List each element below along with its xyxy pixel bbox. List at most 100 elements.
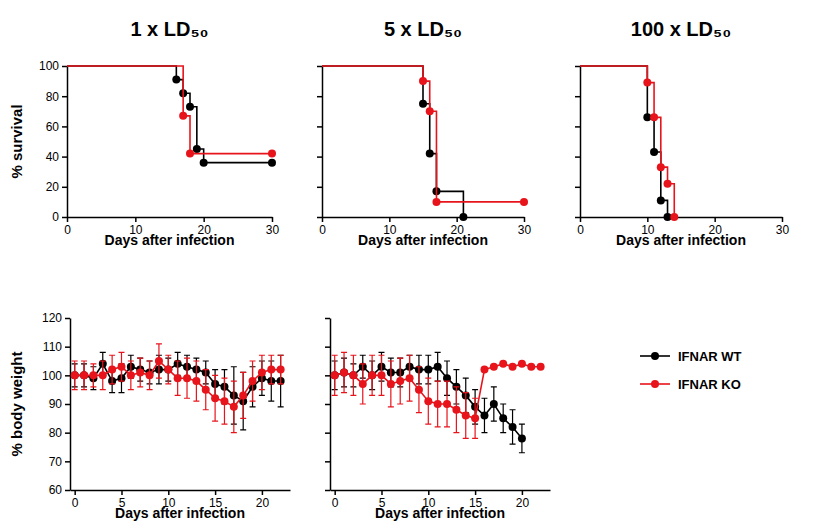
- marker: [490, 400, 498, 408]
- marker: [108, 366, 116, 374]
- tick: 90: [49, 397, 70, 411]
- error-bar: [378, 355, 384, 395]
- marker: [331, 371, 339, 379]
- tick-mark: [381, 490, 383, 495]
- marker: [462, 411, 470, 419]
- series-line: [75, 361, 281, 407]
- tick: 0: [64, 217, 71, 237]
- tick-label: 0: [577, 223, 584, 237]
- tick-label: 20: [516, 496, 530, 510]
- tick-label: 60: [49, 483, 63, 497]
- marker: [117, 363, 125, 371]
- marker: [127, 371, 135, 379]
- marker: [537, 363, 545, 371]
- legend-item: IFNAR WT: [640, 349, 742, 364]
- marker: [396, 377, 404, 385]
- tick: 110: [43, 340, 70, 354]
- axis-line: [68, 217, 273, 219]
- tick-mark: [74, 490, 76, 495]
- legend: IFNAR WT IFNAR KO: [640, 349, 742, 392]
- marker: [99, 371, 107, 379]
- marker: [211, 394, 219, 402]
- error-bar: [240, 372, 246, 429]
- tick: [575, 66, 580, 67]
- tick-label: 120: [42, 311, 62, 325]
- tick-label: 0: [52, 210, 59, 224]
- error-bar: [397, 358, 403, 404]
- y-axis: [575, 67, 581, 218]
- legend-marker: [651, 380, 659, 388]
- chart: 01020300204060801001 x LD₅₀Days after in…: [8, 18, 279, 248]
- tick-mark: [389, 217, 391, 222]
- tick: 100: [42, 369, 70, 383]
- axis-line: [322, 67, 324, 218]
- tick: [325, 347, 330, 348]
- error-bar: [425, 378, 431, 424]
- tick-mark: [65, 318, 70, 320]
- series: [580, 66, 672, 221]
- error-bar: [221, 378, 227, 424]
- plot-area: [71, 344, 285, 433]
- tick-mark: [168, 490, 170, 495]
- tick: 40: [46, 150, 67, 164]
- marker: [230, 403, 238, 411]
- tick: 0: [52, 210, 67, 224]
- axis-line: [71, 490, 291, 492]
- marker: [172, 76, 180, 84]
- marker: [155, 357, 163, 365]
- tick-mark: [65, 404, 70, 406]
- marker: [192, 377, 200, 385]
- error-bar: [231, 381, 237, 433]
- marker: [164, 366, 172, 374]
- tick: [325, 433, 330, 434]
- error-bar: [453, 387, 459, 433]
- marker: [499, 414, 507, 422]
- tick-label: 20: [256, 496, 270, 510]
- tick-label: 110: [43, 340, 62, 354]
- tick: [317, 217, 322, 218]
- tick: [317, 157, 322, 158]
- series: [322, 66, 528, 206]
- error-bar: [369, 355, 375, 395]
- tick-mark: [475, 490, 477, 495]
- tick: [575, 217, 580, 218]
- marker: [349, 371, 357, 379]
- marker: [349, 371, 357, 379]
- tick-mark: [65, 432, 70, 434]
- marker: [415, 386, 423, 394]
- error-bar: [519, 424, 525, 453]
- tick-mark: [325, 404, 330, 406]
- marker: [277, 366, 285, 374]
- series-line: [580, 66, 674, 217]
- marker: [459, 213, 467, 221]
- marker: [471, 414, 479, 422]
- tick-mark: [62, 156, 67, 158]
- tick-mark: [325, 375, 330, 377]
- tick-mark: [714, 217, 716, 222]
- tick-mark: [62, 66, 67, 68]
- tick: [575, 126, 580, 127]
- error-bar: [259, 355, 265, 389]
- tick-label: 30: [266, 223, 280, 237]
- tick-mark: [65, 346, 70, 348]
- x-axis-title: Days after infection: [375, 505, 505, 521]
- tick: 60: [46, 120, 67, 134]
- tick: 30: [776, 217, 790, 237]
- tick-label: 40: [46, 150, 60, 164]
- tick-mark: [62, 96, 67, 98]
- legend-item: IFNAR KO: [640, 377, 741, 392]
- y-axis-title: % survival: [8, 104, 25, 178]
- error-bar: [510, 410, 516, 444]
- marker: [518, 360, 526, 368]
- y-axis-title: % body weight: [8, 351, 25, 456]
- marker: [368, 371, 376, 379]
- tick-mark: [325, 461, 330, 463]
- tick-mark: [575, 156, 580, 158]
- x-axis-title: Days after infection: [358, 232, 488, 248]
- marker: [387, 380, 395, 388]
- error-bar: [388, 361, 394, 407]
- tick-label: 70: [49, 455, 63, 469]
- marker: [650, 113, 658, 121]
- legend-marker: [651, 352, 659, 360]
- tick: 30: [518, 217, 532, 237]
